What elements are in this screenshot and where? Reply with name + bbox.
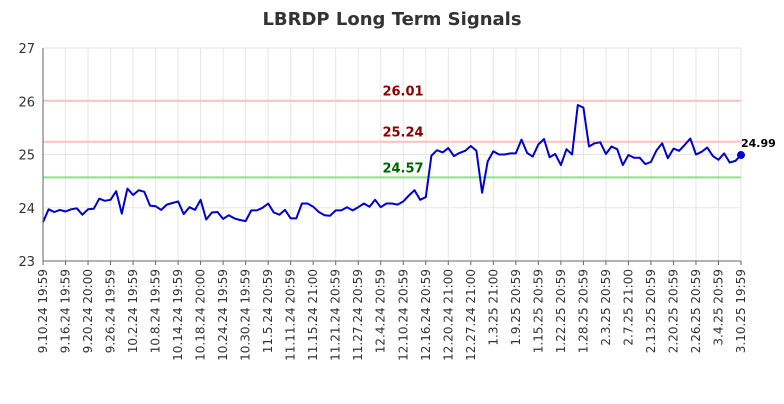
reference-line-label: 26.01 <box>382 85 423 100</box>
x-tick-label: 9.20.24 20:00 <box>81 269 95 353</box>
reference-line-label: 25.24 <box>382 126 423 141</box>
x-tick-label: 3.4.25 20:59 <box>711 269 725 346</box>
series <box>42 104 745 223</box>
reference-lines <box>43 99 741 179</box>
last-value-label: 24.99 <box>741 137 776 150</box>
x-tick-label: 9.10.24 19:59 <box>36 269 50 353</box>
last-value-marker <box>737 151 745 160</box>
x-tick-label: 2.3.25 20:59 <box>599 269 613 346</box>
x-tick-label: 10.30.24 19:59 <box>239 269 253 361</box>
y-tick-label: 27 <box>18 42 35 57</box>
x-tick-label: 12.27.24 21:00 <box>464 269 478 361</box>
x-tick-label: 12.10.24 20:59 <box>396 269 410 361</box>
y-tick-label: 26 <box>18 95 35 110</box>
x-tick-label: 9.26.24 19:59 <box>104 269 118 353</box>
x-tick-label: 1.3.25 21:00 <box>486 269 500 346</box>
x-tick-label: 12.16.24 20:59 <box>419 269 433 361</box>
x-tick-label: 12.20.24 21:00 <box>441 269 455 361</box>
x-tick-label: 2.26.25 20:59 <box>689 269 703 353</box>
x-tick-label: 10.8.24 19:59 <box>149 269 163 353</box>
x-tick-label: 2.7.25 21:00 <box>621 269 635 346</box>
x-tick-label: 10.2.24 19:59 <box>126 269 140 353</box>
price-series-line <box>42 104 742 223</box>
x-tick-label: 11.15.24 21:00 <box>306 269 320 361</box>
y-tick-label: 23 <box>18 255 35 270</box>
x-tick-label: 1.15.25 20:59 <box>531 269 545 353</box>
reference-line-label: 24.57 <box>382 161 423 176</box>
y-tick-label: 25 <box>18 149 35 164</box>
x-tick-label: 1.9.25 20:59 <box>509 269 523 346</box>
y-tick-label: 24 <box>18 202 35 217</box>
x-tick-label: 11.11.24 20:59 <box>284 269 298 361</box>
axes: 23 24 25 26 27 9.10.24 19:59 9.16.24 19:59 9.20… <box>18 42 748 361</box>
x-tick-label: 9.16.24 19:59 <box>59 269 73 353</box>
x-tick-label: 1.28.25 20:59 <box>576 269 590 353</box>
x-tick-label: 11.27.24 20:59 <box>351 269 365 361</box>
x-tick-label: 12.4.24 20:59 <box>374 269 388 353</box>
x-tick-label: 2.13.25 20:59 <box>644 269 658 353</box>
labels: 26.01 25.24 24.57 24.99 <box>382 85 775 177</box>
x-tick-label: 10.24.24 19:59 <box>216 269 230 361</box>
x-tick-label: 2.20.25 20:59 <box>666 269 680 353</box>
x-tick-label: 10.18.24 20:00 <box>194 269 208 361</box>
chart-title: LBRDP Long Term Signals <box>262 9 521 30</box>
grid <box>42 47 742 262</box>
x-tick-label: 3.10.25 19:59 <box>734 269 748 353</box>
x-tick-label: 1.22.25 20:59 <box>554 269 568 353</box>
x-tick-label: 10.14.24 19:59 <box>171 269 185 361</box>
x-tick-label: 11.21.24 20:59 <box>329 269 343 361</box>
x-tick-label: 11.5.24 20:59 <box>261 269 275 353</box>
